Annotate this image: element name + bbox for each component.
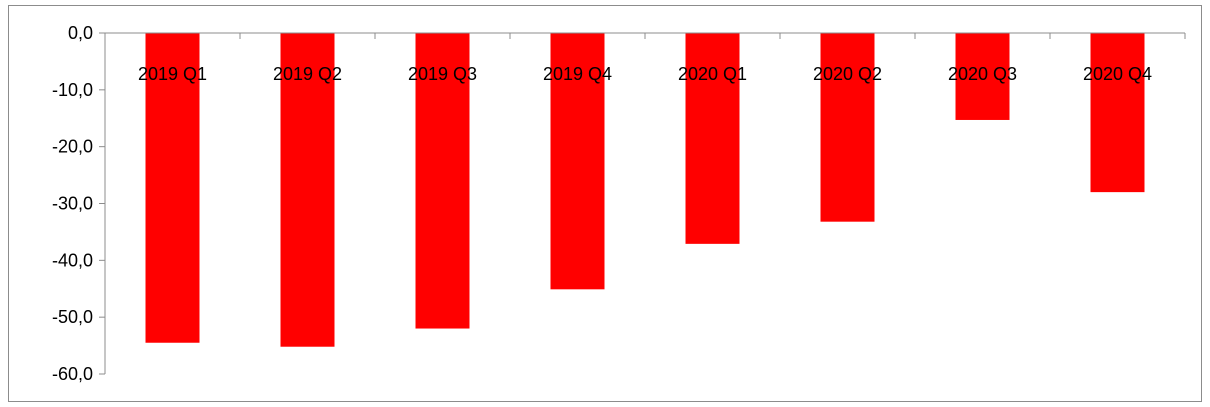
bar-2020-q4 xyxy=(1090,33,1145,193)
bar-2020-q2 xyxy=(820,33,875,222)
x-category-label: 2020 Q1 xyxy=(678,64,747,84)
bar-2020-q1 xyxy=(685,33,740,244)
x-category-label: 2019 Q1 xyxy=(138,64,207,84)
x-category-label: 2019 Q2 xyxy=(273,64,342,84)
y-tick-label: -40,0 xyxy=(52,250,93,270)
y-tick-label: -60,0 xyxy=(52,364,93,384)
bar-2020-q3 xyxy=(955,33,1010,120)
y-tick-label: -30,0 xyxy=(52,194,93,214)
bar-2019-q4 xyxy=(550,33,605,290)
x-category-label: 2020 Q3 xyxy=(948,64,1017,84)
x-category-label: 2019 Q3 xyxy=(408,64,477,84)
y-tick-label: -10,0 xyxy=(52,80,93,100)
x-category-label: 2020 Q4 xyxy=(1083,64,1152,84)
bar-2019-q2 xyxy=(280,33,335,347)
bar-2019-q3 xyxy=(415,33,470,329)
y-tick-label: -20,0 xyxy=(52,137,93,157)
x-category-label: 2020 Q2 xyxy=(813,64,882,84)
x-category-label: 2019 Q4 xyxy=(543,64,612,84)
y-tick-label: -50,0 xyxy=(52,307,93,327)
y-tick-label: 0,0 xyxy=(68,23,93,43)
bar-2019-q1 xyxy=(145,33,200,343)
